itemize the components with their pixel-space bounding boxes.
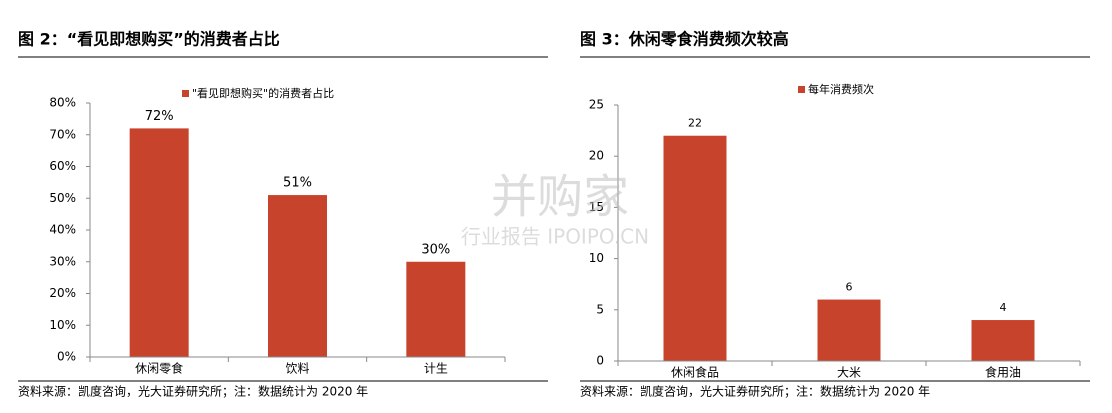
chart-title: 图 2：“看见即想购买”的消费者占比 — [18, 30, 280, 49]
x-tick-label: 计生 — [424, 362, 448, 376]
y-tick-label: 70% — [49, 127, 76, 141]
y-tick-label: 5 — [596, 302, 604, 316]
x-tick-label: 休闲零食 — [135, 361, 183, 376]
bar — [971, 320, 1035, 361]
x-tick-label: 食用油 — [985, 365, 1021, 380]
y-tick-label: 80% — [49, 96, 76, 110]
chart-title: 图 3：休闲零食消费频次较高 — [580, 30, 789, 49]
y-tick-label: 20% — [49, 286, 76, 300]
legend-swatch — [798, 86, 805, 93]
value-label: 4 — [1000, 301, 1007, 314]
y-tick-label: 0 — [596, 354, 604, 368]
source-note: 资料来源：凯度咨询，光大证券研究所；注：数据统计为 2020 年 — [580, 384, 930, 399]
value-label: 22 — [688, 117, 702, 130]
y-tick-label: 20 — [589, 149, 604, 163]
bar — [268, 195, 327, 357]
legend-label: 每年消费频次 — [808, 82, 874, 96]
legend-swatch — [182, 90, 189, 97]
y-tick-label: 10 — [589, 251, 604, 265]
y-tick-label: 0% — [57, 350, 76, 364]
value-label: 30% — [421, 242, 450, 257]
y-tick-label: 15 — [589, 200, 604, 214]
source-note: 资料来源：凯度咨询，光大证券研究所；注：数据统计为 2020 年 — [18, 384, 368, 399]
value-label: 51% — [283, 176, 312, 191]
value-label: 6 — [846, 281, 853, 294]
value-label: 72% — [145, 109, 174, 124]
x-tick-label: 大米 — [837, 366, 861, 380]
bar — [129, 128, 189, 357]
y-tick-label: 10% — [49, 318, 76, 332]
y-tick-label: 30% — [49, 254, 76, 268]
y-tick-label: 60% — [49, 159, 76, 173]
legend-label: "看见即想购买"的消费者占比 — [192, 86, 334, 100]
y-tick-label: 40% — [49, 223, 76, 237]
watermark-subtitle: 行业报告 IPOIPO.CN — [461, 225, 649, 249]
x-tick-label: 饮料 — [285, 362, 309, 376]
bar — [406, 261, 466, 357]
watermark-title: 并购家 — [491, 170, 629, 224]
y-tick-label: 50% — [49, 191, 76, 205]
bar — [817, 299, 881, 361]
x-tick-label: 休闲食品 — [671, 365, 719, 380]
bar — [663, 135, 727, 361]
y-tick-label: 25 — [589, 98, 604, 112]
